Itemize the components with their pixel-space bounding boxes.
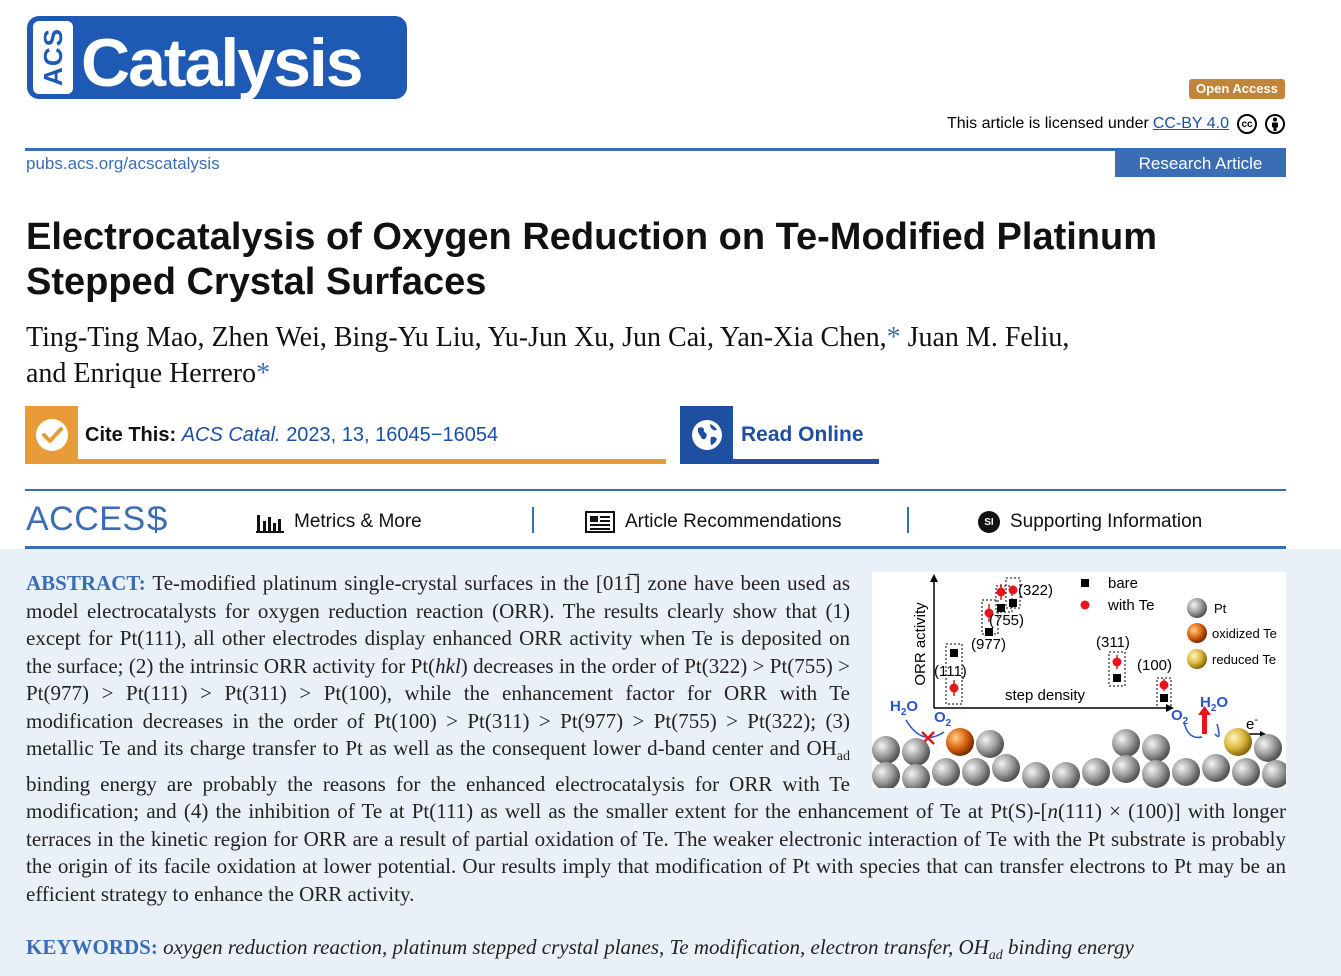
keywords-head: KEYWORDS: [26,935,158,959]
corresponding-star[interactable]: * [256,358,271,389]
article-type-badge: Research Article [1115,151,1286,177]
globe-icon [680,406,733,464]
recommendations-link[interactable]: Article Recommendations [585,511,841,533]
legend-oxidized-te: oxidized Te [1212,626,1277,641]
abstract: ORR activity step density [26,570,1290,908]
article-title: Electrocatalysis of Oxygen Reduction on … [26,216,1158,303]
keywords-tail: binding energy [1002,935,1134,959]
cite-label: Cite This: [85,424,177,446]
logo-text: Catalysis [81,25,362,99]
attribution-icon [1265,114,1285,134]
abstract-ad: ad [836,749,850,765]
toc-label: (311) [1096,634,1130,651]
authors-line1: Ting-Ting Mao, Zhen Wei, Bing-Yu Liu, Yu… [26,322,887,353]
toc-label: (977) [971,636,1006,653]
toc-label: (755) [989,612,1024,629]
bare-series [950,599,1168,702]
bar-chart-icon [256,515,284,533]
keywords-ad: ad [988,948,1003,964]
read-online-button[interactable]: Read Online [680,406,879,464]
supporting-info-link[interactable]: SI Supporting Information [978,511,1202,533]
toc-figure: ORR activity step density [872,574,1290,792]
toc-label: (100) [1137,657,1172,674]
access-label: ACCESS [26,500,169,538]
metrics-link[interactable]: Metrics & More [256,511,422,533]
si-icon: SI [978,511,1000,533]
svg-text:H2O: H2O [1200,694,1228,714]
legend-pt: Pt [1214,601,1227,616]
access-divider [532,507,534,533]
toc-graphic: ORR activity step density [872,572,1290,792]
toc-label: (322) [1018,582,1053,599]
keywords-value: oxygen reduction reaction, platinum step… [163,935,989,959]
access-bottom-rule [25,546,1286,549]
svg-text:e-: e- [1246,714,1258,733]
cite-underline [25,459,666,464]
toc-xlabel: step density [1005,687,1086,704]
license-text: This article is licensed under [946,115,1149,132]
open-access-badge: Open Access [1189,79,1285,99]
journal-logo: ACS Catalysis [27,16,407,99]
cite-journal[interactable]: ACS Catal. [181,424,281,446]
surface-atoms [872,728,1290,792]
legend-reduced-te: reduced Te [1212,652,1276,667]
journal-url-link[interactable]: pubs.acs.org/acscatalysis [26,154,220,173]
license-link[interactable]: CC-BY 4.0 [1152,115,1229,132]
legend-with-te: with Te [1107,597,1154,614]
authors-line1b: Juan M. Feliu, [907,322,1070,353]
toc-ylabel: ORR activity [912,602,929,686]
access-divider [155,507,157,533]
access-top-rule [25,489,1286,491]
cc-icon: cc [1237,114,1257,134]
abstract-text: ) decreases in the order of Pt(322) > Pt… [26,653,850,761]
abstract-text: Te-modified platinum single-crystal surf… [26,571,850,678]
author-list: Ting-Ting Mao, Zhen Wei, Bing-Yu Liu, Yu… [26,320,1286,392]
article-icon [585,511,615,533]
legend-bare: bare [1108,575,1138,592]
header-rule [25,148,1286,151]
access-divider [907,507,909,533]
abstract-hkl: hkl [435,653,461,678]
svg-text:H2O: H2O [890,698,918,718]
abstract-head: ABSTRACT: [26,571,146,595]
cite-text: Cite This: ACS Catal. 2023, 13, 16045−16… [85,424,498,447]
cite-details[interactable]: 2023, 13, 16045−16054 [286,424,499,446]
recommendations-label: Article Recommendations [625,511,842,532]
abstract-text: (111) × (100)] with longer terraces in t… [26,799,1287,906]
toc-label: (111) [934,663,967,680]
abstract-text: binding energy are probably the reasons … [26,771,1048,824]
license-line: This article is licensed under CC-BY 4.0… [947,114,1285,134]
corresponding-star[interactable]: * [886,322,901,353]
read-underline [680,459,879,464]
te-series [949,585,1169,693]
abstract-n: n [1047,799,1059,824]
keywords: KEYWORDS: oxygen reduction reaction, pla… [26,935,1286,964]
cite-this-box[interactable]: Cite This: ACS Catal. 2023, 13, 16045−16… [25,406,666,464]
metrics-label: Metrics & More [294,511,422,532]
svg-text:O2: O2 [1171,707,1189,727]
svg-text:O2: O2 [934,709,952,729]
read-online-label: Read Online [741,423,864,446]
supporting-info-label: Supporting Information [1010,511,1203,532]
logo-prefix: ACS [38,28,68,86]
authors-line2: and Enrique Herrero [26,358,257,389]
checkmark-icon [25,406,78,464]
